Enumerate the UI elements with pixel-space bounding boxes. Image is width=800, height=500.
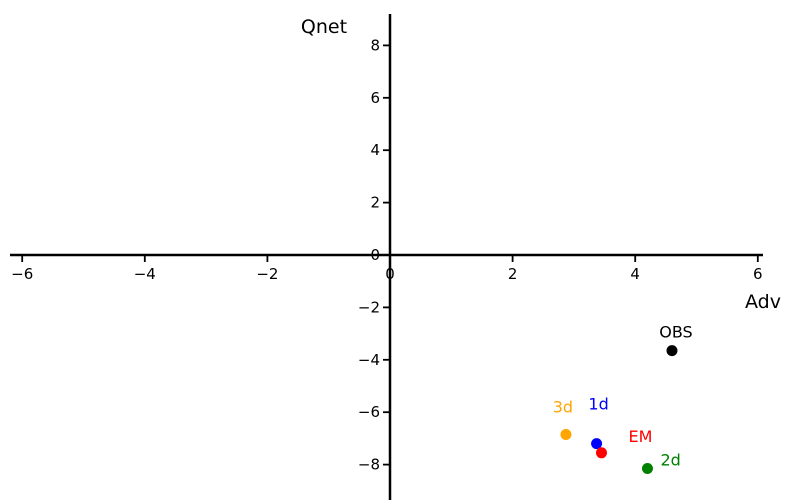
x-tick-label: 6 <box>753 265 763 283</box>
y-tick-label: −4 <box>358 351 380 369</box>
x-tick-label: 0 <box>385 265 395 283</box>
x-tick-label: −2 <box>256 265 278 283</box>
y-tick-label: 2 <box>370 194 380 212</box>
point-label-1d: 1d <box>588 395 608 414</box>
point-label-3d: 3d <box>553 397 573 416</box>
y-axis-title: Qnet <box>301 16 347 38</box>
y-tick-label: −6 <box>358 403 380 421</box>
y-tick-label: 4 <box>370 141 380 159</box>
x-axis-title: Adv <box>745 291 781 313</box>
x-tick-label: −6 <box>11 265 33 283</box>
x-tick-label: −4 <box>134 265 156 283</box>
y-tick-label: −8 <box>358 456 380 474</box>
y-tick-label: 8 <box>370 36 380 54</box>
y-tick-label: 0 <box>370 246 380 264</box>
scatter-point-1d <box>591 438 603 450</box>
y-tick-label: −2 <box>358 298 380 316</box>
scatter-point-OBS <box>666 345 678 357</box>
point-label-2d: 2d <box>660 451 680 470</box>
scatter-point-3d <box>560 428 572 440</box>
scatter-point-2d <box>641 463 653 475</box>
scatter-point-EM <box>595 447 607 459</box>
x-tick-label: 2 <box>508 265 518 283</box>
y-tick-label: 6 <box>370 89 380 107</box>
x-tick-label: 4 <box>630 265 640 283</box>
point-label-EM: EM <box>628 427 652 446</box>
point-label-OBS: OBS <box>659 323 692 342</box>
